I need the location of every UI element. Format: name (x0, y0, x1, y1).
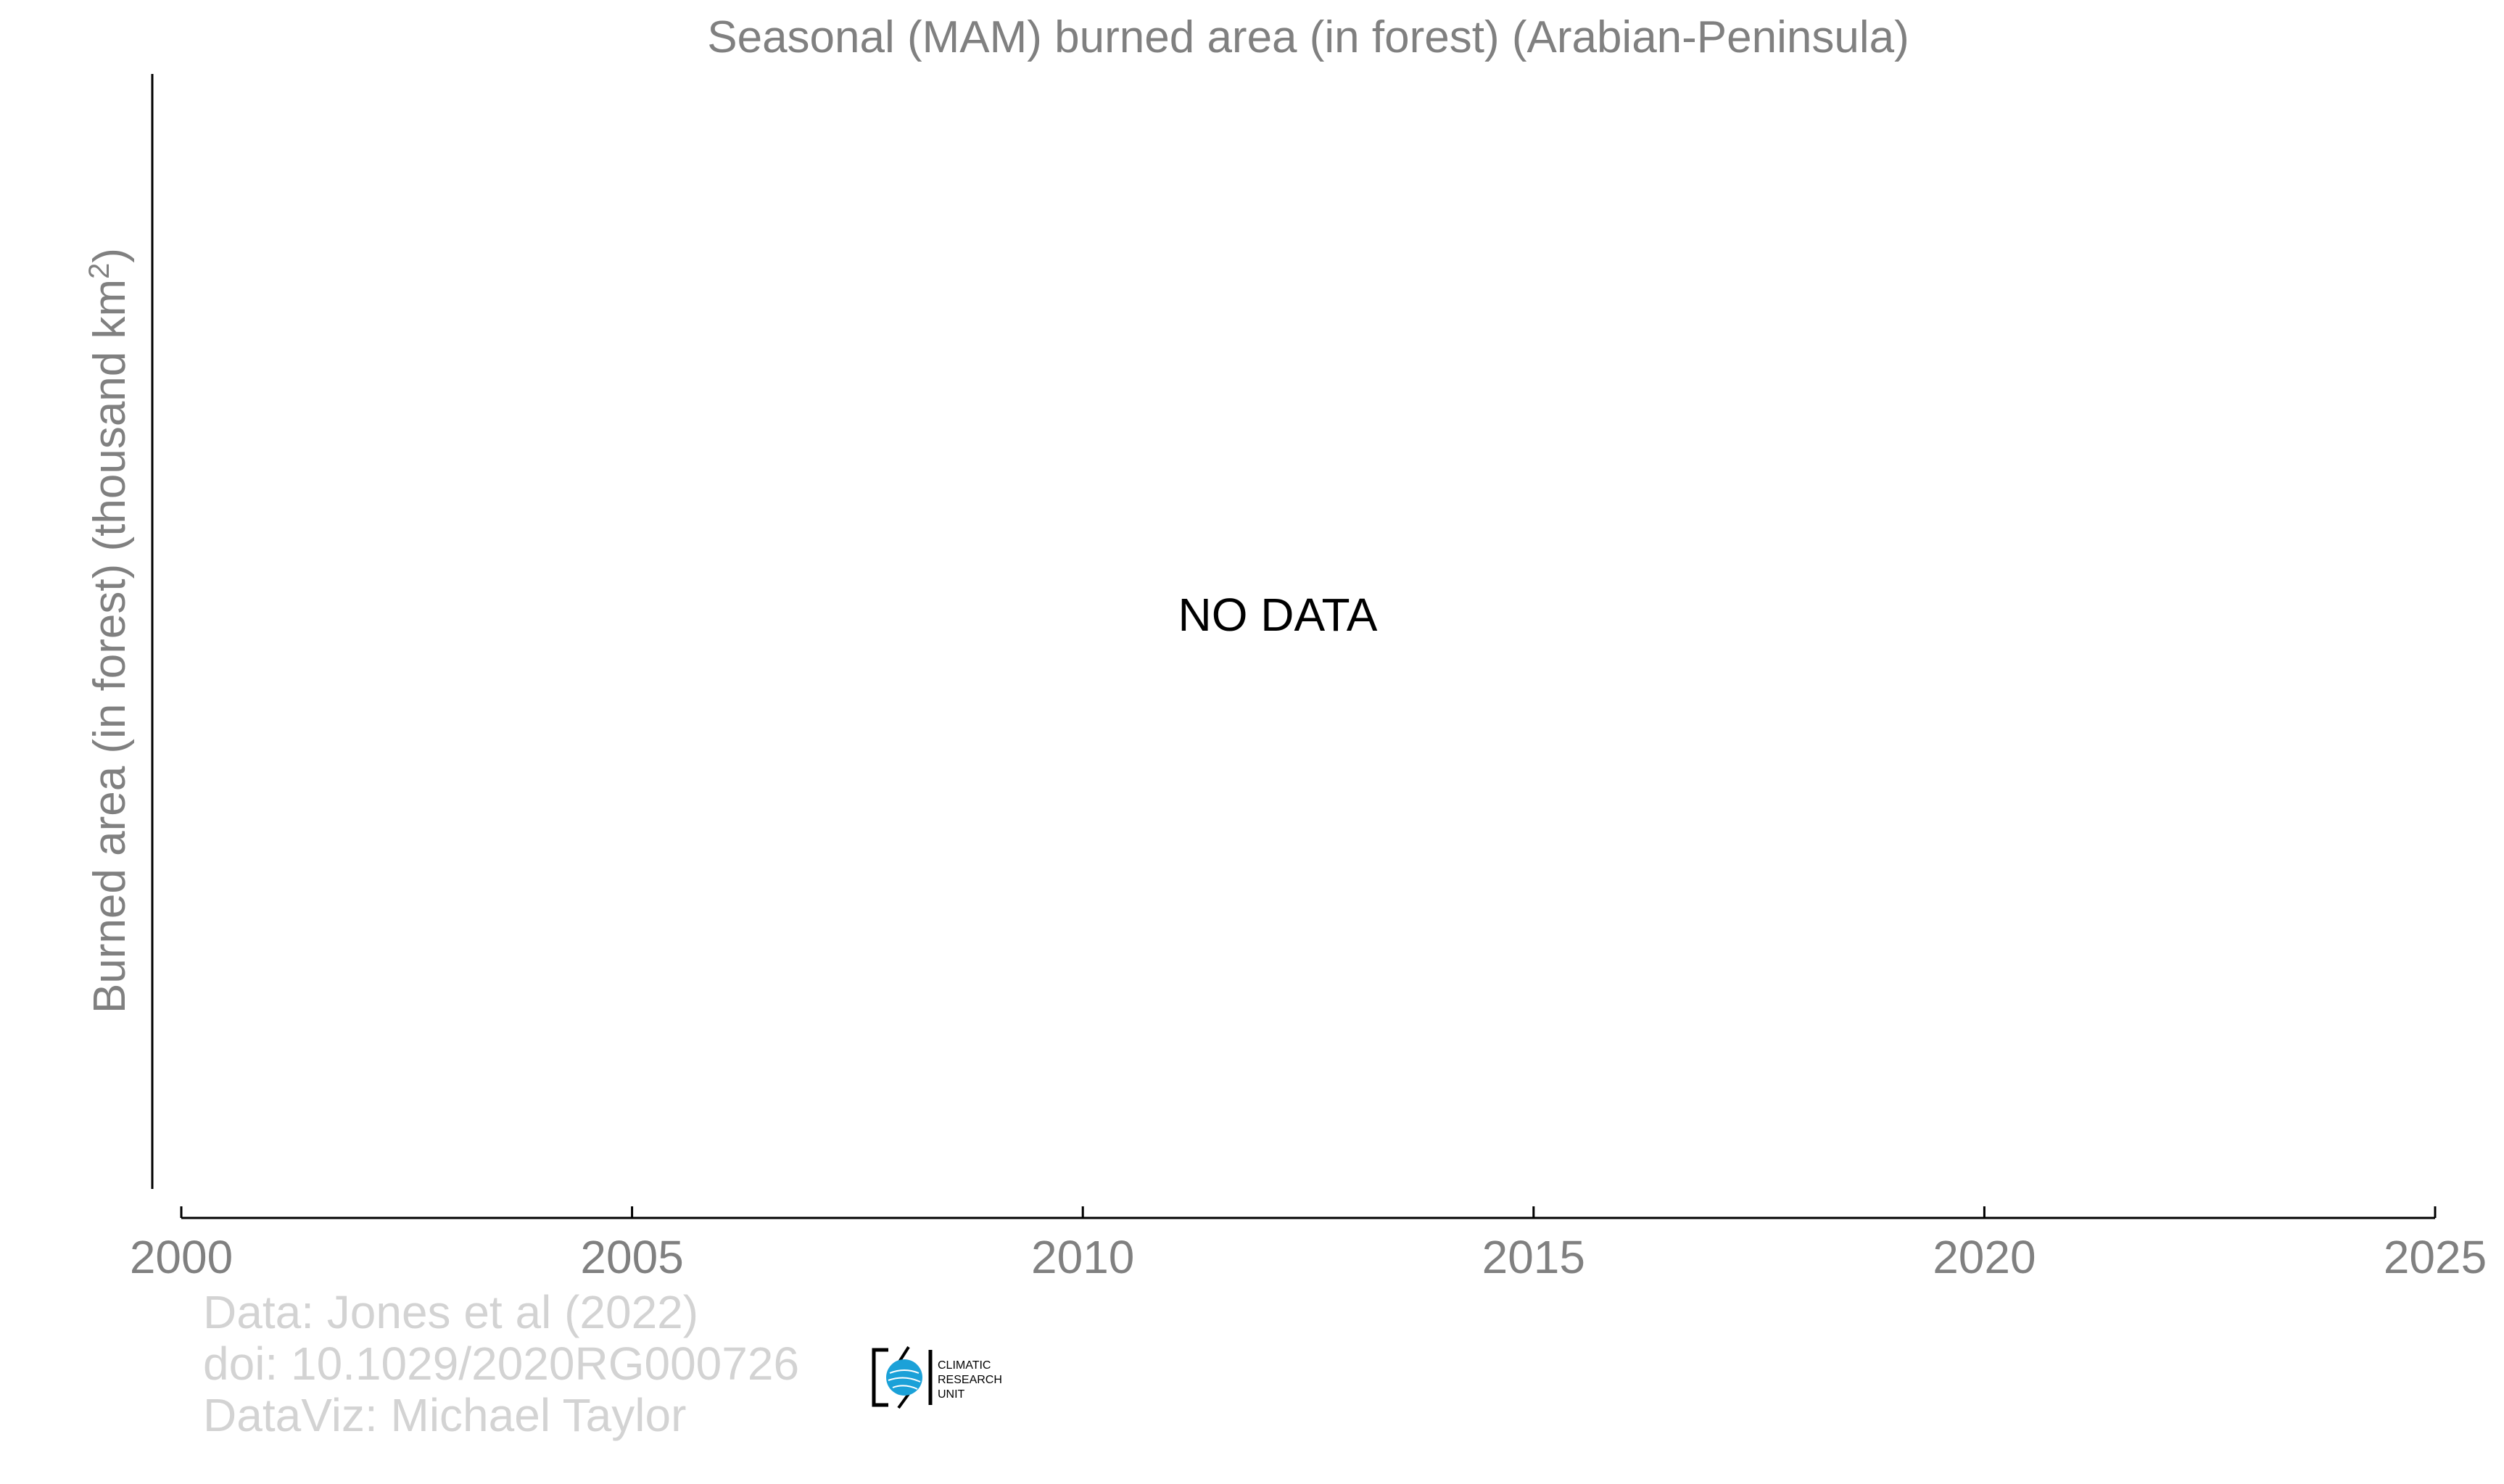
credit-dataviz: DataViz: Michael Taylor (203, 1389, 686, 1441)
x-axis-ticks: 2000 2005 2010 2015 2020 2025 (130, 1206, 2487, 1283)
x-tick-label: 2000 (130, 1231, 233, 1283)
x-tick-label: 2020 (1933, 1231, 2036, 1283)
y-axis-label: Burned area (in forest) (thousand km2) (83, 248, 135, 1013)
y-axis-label-main: Burned area (in forest) (thousand km (85, 279, 135, 1013)
chart-title: Seasonal (MAM) burned area (in forest) (… (707, 12, 1909, 62)
logo-frame-left (872, 1348, 888, 1407)
logo-text-line3: UNIT (938, 1388, 965, 1401)
x-tick-label: 2025 (2384, 1231, 2487, 1283)
x-tick-label: 2005 (580, 1231, 683, 1283)
x-tick-label: 2015 (1482, 1231, 1585, 1283)
logo-text-line1: CLIMATIC (938, 1359, 991, 1372)
credit-doi: doi: 10.1029/2020RG000726 (203, 1338, 799, 1390)
y-axis-label-close: ) (85, 248, 135, 263)
y-axis-label-superscript: 2 (83, 263, 115, 279)
logo-globe-lines (888, 1369, 921, 1390)
no-data-annotation: NO DATA (1178, 589, 1378, 641)
climatic-research-unit-logo: CLIMATIC RESEARCH UNIT (872, 1346, 1002, 1409)
logo-text-line2: RESEARCH (938, 1374, 1002, 1386)
credit-data-source: Data: Jones et al (2022) (203, 1286, 698, 1338)
x-tick-label: 2010 (1031, 1231, 1134, 1283)
